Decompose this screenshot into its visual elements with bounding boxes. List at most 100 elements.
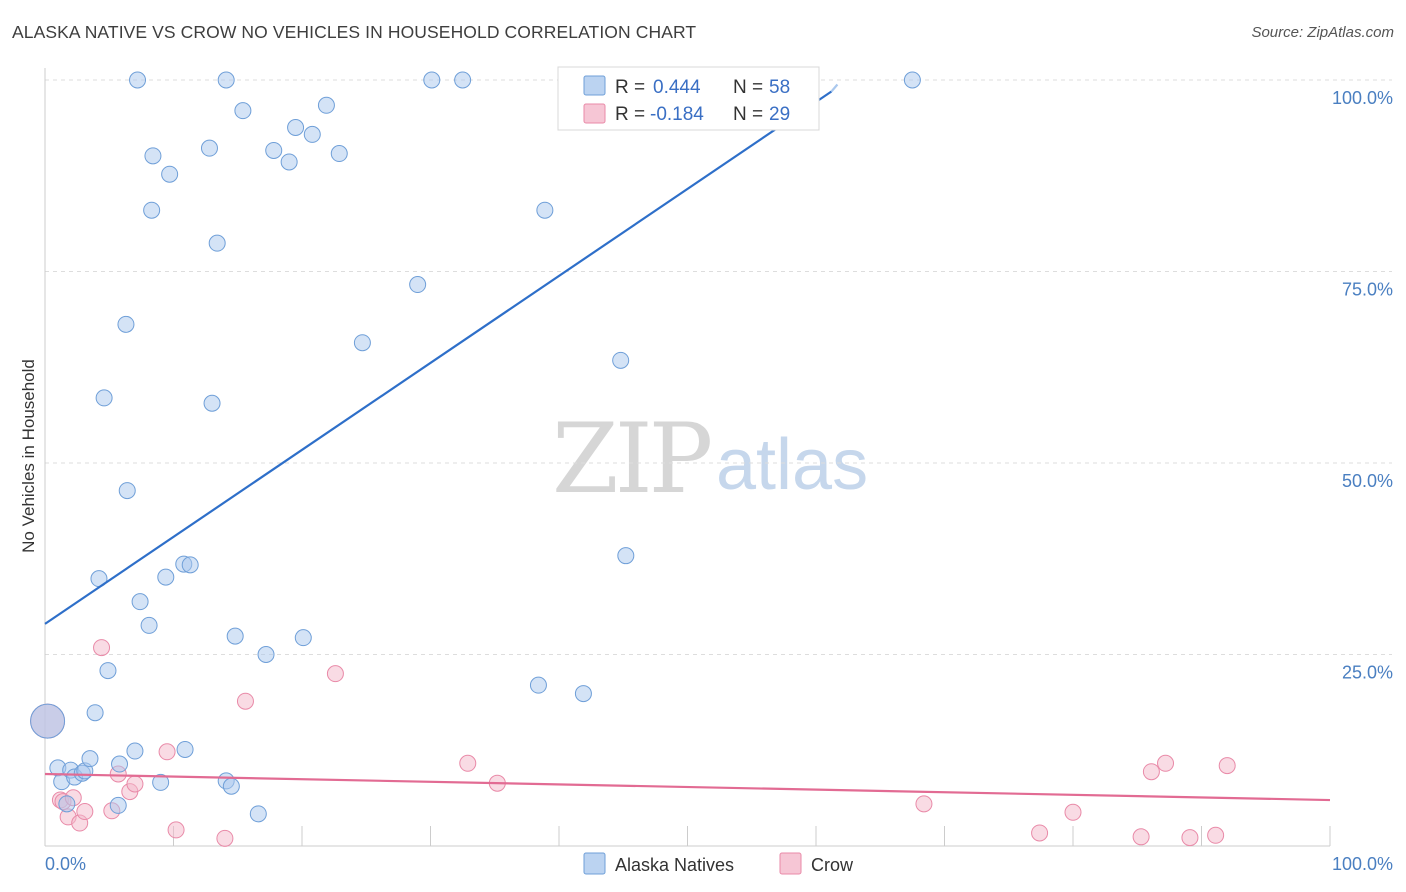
alaska-natives-point bbox=[234, 102, 252, 120]
crow-point bbox=[459, 754, 477, 772]
grid-lines bbox=[45, 79, 1392, 655]
y-tick-label: 50.0% bbox=[1342, 471, 1393, 491]
crow-point bbox=[1181, 829, 1199, 847]
alaska-natives-point bbox=[131, 593, 149, 611]
x-tick-labels: 0.0% 100.0% bbox=[45, 854, 1393, 874]
legend-n-value-1: 58 bbox=[769, 77, 790, 98]
alaska-natives-trend-extension bbox=[830, 83, 839, 93]
alaska-natives-point bbox=[81, 750, 99, 768]
crow-point bbox=[216, 829, 234, 847]
watermark-zip: ZIP bbox=[552, 403, 711, 515]
legend-r-label-1: R = bbox=[615, 77, 645, 98]
alaska-natives-point bbox=[203, 394, 221, 412]
alaska-natives-point bbox=[109, 796, 127, 814]
watermark: ZIP atlas bbox=[552, 403, 868, 515]
crow-point bbox=[1132, 828, 1150, 846]
crow-trend-line bbox=[44, 772, 1331, 802]
alaska-natives-point bbox=[181, 556, 199, 574]
alaska-natives-point bbox=[903, 71, 921, 89]
series-legend: Alaska Natives Crow bbox=[583, 852, 854, 875]
alaska-natives-point bbox=[612, 351, 630, 369]
crow-point bbox=[1031, 824, 1049, 842]
legend-n-label-2: N = bbox=[733, 104, 763, 125]
alaska-natives-point bbox=[257, 646, 275, 663]
alaska-natives-point bbox=[574, 685, 592, 703]
alaska-natives-point bbox=[536, 201, 554, 219]
alaska-natives-point bbox=[226, 627, 244, 645]
alaska-natives-point bbox=[423, 71, 441, 89]
legend-n-label-1: N = bbox=[733, 77, 763, 98]
alaska-natives-point bbox=[157, 568, 175, 586]
alaska-natives-point bbox=[126, 742, 144, 760]
alaska-natives-point bbox=[176, 740, 194, 758]
chart-title: ALASKA NATIVE VS CROW NO VEHICLES IN HOU… bbox=[12, 22, 697, 42]
alaska-natives-point bbox=[249, 805, 267, 823]
alaska-natives-point bbox=[140, 616, 158, 634]
y-tick-labels: 25.0% 50.0% 75.0% 100.0% bbox=[1332, 88, 1393, 683]
legend-r-label-2: R = bbox=[615, 104, 645, 125]
alaska-natives-point bbox=[152, 773, 170, 791]
crow-point bbox=[158, 743, 176, 761]
alaska-natives-point bbox=[617, 547, 635, 565]
crow-point bbox=[1064, 803, 1082, 821]
alaska-natives-point bbox=[217, 71, 235, 89]
alaska-natives-point bbox=[330, 145, 348, 163]
alaska-natives-point bbox=[143, 201, 161, 219]
crow-point bbox=[915, 795, 933, 813]
alaska-natives-point bbox=[409, 276, 427, 294]
alaska-natives-point bbox=[353, 334, 371, 352]
crow-point bbox=[76, 803, 94, 821]
alaska-natives-point bbox=[30, 703, 66, 739]
y-axis-label: No Vehicles in Household bbox=[19, 359, 38, 553]
crow-point bbox=[1207, 826, 1225, 844]
alaska-natives-point bbox=[117, 315, 135, 333]
series-swatch-alaska-natives bbox=[583, 852, 606, 875]
crow-point bbox=[167, 821, 185, 839]
alaska-natives-points bbox=[30, 71, 921, 823]
alaska-natives-point bbox=[287, 118, 305, 136]
trend-lines bbox=[44, 83, 1331, 802]
legend-r-value-2: -0.184 bbox=[650, 104, 704, 125]
alaska-natives-point bbox=[317, 96, 335, 114]
crow-point bbox=[1142, 763, 1160, 781]
alaska-natives-point bbox=[111, 755, 129, 773]
alaska-natives-point bbox=[118, 482, 136, 500]
alaska-natives-point bbox=[200, 139, 218, 157]
alaska-natives-point bbox=[265, 141, 283, 159]
legend-n-value-2: 29 bbox=[769, 104, 790, 125]
alaska-natives-point bbox=[280, 153, 298, 171]
correlation-legend: R = 0.444 N = 58 R = -0.184 N = 29 bbox=[557, 66, 820, 131]
crow-point bbox=[93, 639, 111, 657]
alaska-natives-point bbox=[208, 234, 226, 252]
legend-swatch-blue bbox=[583, 75, 606, 96]
crow-point bbox=[1218, 757, 1236, 775]
crow-points bbox=[30, 639, 1236, 847]
alaska-natives-point bbox=[454, 71, 472, 89]
alaska-natives-point bbox=[529, 676, 547, 694]
alaska-natives-point bbox=[294, 629, 312, 647]
crow-point bbox=[1157, 754, 1175, 772]
legend-r-value-1: 0.444 bbox=[653, 77, 701, 98]
crow-point bbox=[126, 775, 144, 793]
crow-point bbox=[236, 692, 254, 710]
watermark-atlas: atlas bbox=[716, 425, 868, 505]
alaska-natives-point bbox=[144, 147, 162, 165]
series-label-alaska-natives: Alaska Natives bbox=[615, 855, 734, 875]
y-tick-label: 25.0% bbox=[1342, 663, 1393, 683]
source-credit: Source: ZipAtlas.com bbox=[1251, 24, 1394, 41]
alaska-natives-trend-line bbox=[44, 90, 833, 625]
alaska-natives-point bbox=[95, 389, 113, 407]
alaska-natives-point bbox=[58, 795, 76, 813]
axes bbox=[44, 68, 1331, 847]
series-label-crow: Crow bbox=[811, 855, 854, 875]
alaska-natives-point bbox=[99, 662, 117, 680]
y-tick-label: 75.0% bbox=[1342, 280, 1393, 300]
alaska-natives-point bbox=[161, 165, 179, 183]
alaska-natives-point bbox=[86, 704, 104, 722]
alaska-natives-point bbox=[222, 777, 240, 795]
legend-swatch-pink bbox=[583, 103, 606, 124]
series-swatch-crow bbox=[779, 852, 802, 875]
alaska-natives-point bbox=[303, 125, 321, 143]
alaska-natives-point bbox=[129, 71, 147, 89]
